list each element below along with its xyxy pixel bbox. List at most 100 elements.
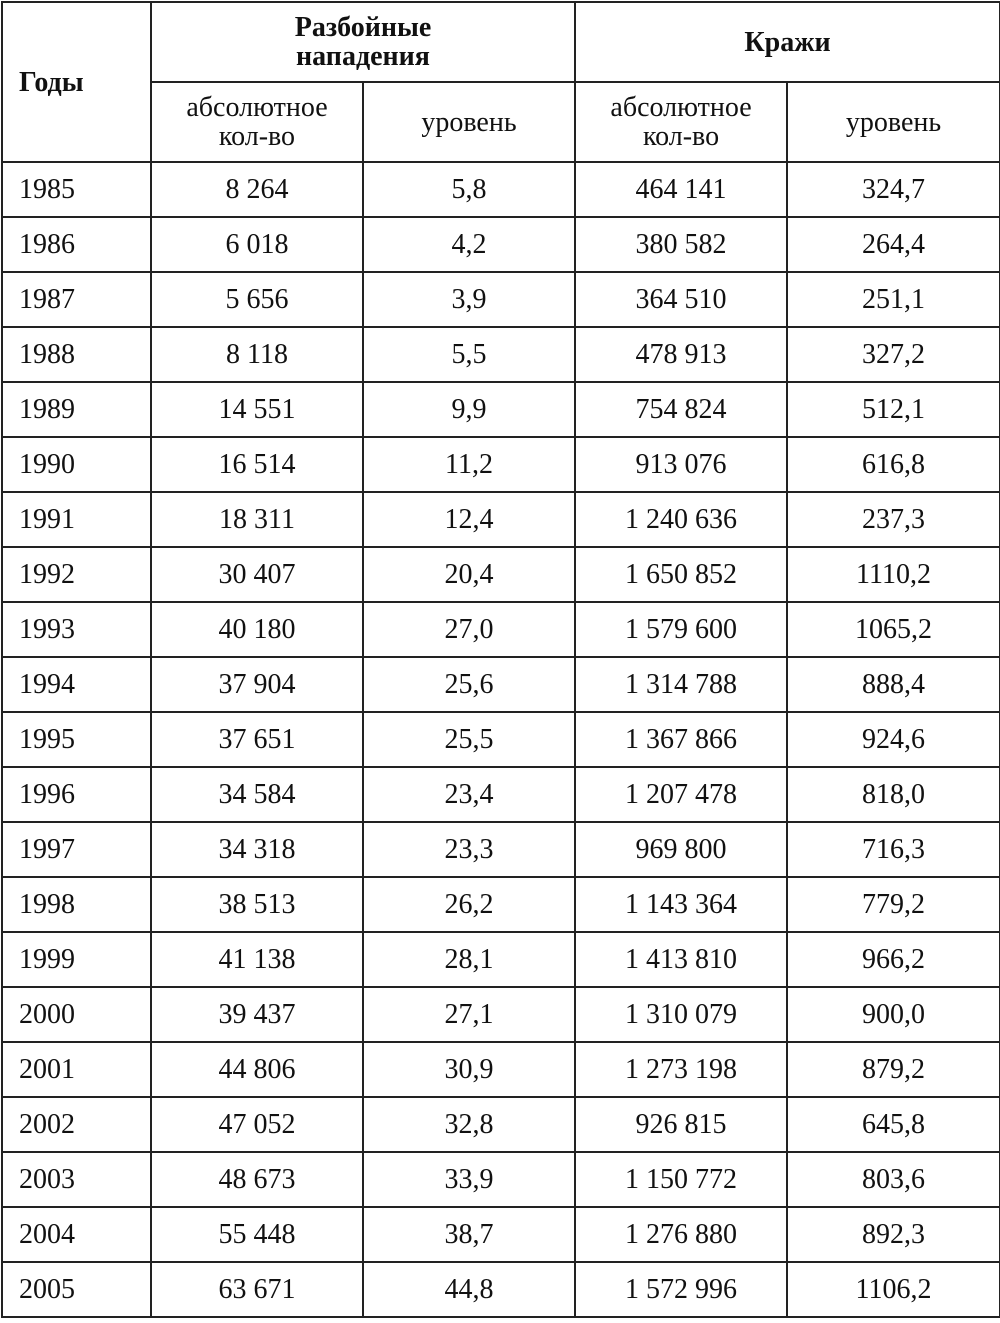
value-cell: 38 513 [150, 876, 364, 933]
subheader: уровень [361, 81, 577, 163]
year-cell: 1989 [1, 381, 152, 438]
value-cell: 63 671 [150, 1261, 364, 1318]
subheader-line: абсолютное [186, 92, 328, 123]
value-cell: 18 311 [150, 491, 364, 548]
table-row: 1987 5 656 3,9 364 510 251,1 [1, 271, 1000, 328]
year-cell: 1985 [1, 161, 152, 218]
value-cell: 14 551 [150, 381, 364, 438]
value-cell: 26,2 [361, 876, 577, 933]
value-cell: 892,3 [786, 1206, 1000, 1263]
value-cell: 478 913 [574, 326, 789, 383]
subheader-line: уровень [421, 106, 517, 138]
value-cell: 1 276 880 [574, 1206, 789, 1263]
year-cell: 1993 [1, 601, 152, 658]
value-cell: 44,8 [361, 1261, 577, 1318]
subheader-line: уровень [845, 106, 942, 138]
year-cell: 1998 [1, 876, 152, 933]
table-row: 1992 30 407 20,4 1 650 852 1110,2 [1, 546, 1000, 603]
table-row: 2002 47 052 32,8 926 815 645,8 [1, 1096, 1000, 1153]
year-cell: 1986 [1, 216, 152, 273]
year-cell: 1994 [1, 656, 152, 713]
value-cell: 5,5 [361, 326, 577, 383]
value-cell: 34 584 [150, 766, 364, 823]
value-cell: 754 824 [574, 381, 789, 438]
value-cell: 34 318 [150, 821, 364, 878]
value-cell: 251,1 [786, 271, 1000, 328]
value-cell: 616,8 [786, 436, 1000, 493]
value-cell: 324,7 [786, 161, 1000, 218]
value-cell: 1065,2 [786, 601, 1000, 658]
table-row: 1985 8 264 5,8 464 141 324,7 [1, 161, 1000, 218]
value-cell: 645,8 [786, 1096, 1000, 1153]
value-cell: 1110,2 [786, 546, 1000, 603]
value-cell: 380 582 [574, 216, 789, 273]
value-cell: 33,9 [361, 1151, 577, 1208]
year-cell: 2000 [1, 986, 152, 1043]
value-cell: 55 448 [150, 1206, 364, 1263]
theft-header: Кражи [574, 1, 1000, 83]
value-cell: 28,1 [361, 931, 577, 988]
value-cell: 926 815 [574, 1096, 789, 1153]
year-cell: 2004 [1, 1206, 152, 1263]
table-row: 1988 8 118 5,5 478 913 327,2 [1, 326, 1000, 383]
value-cell: 1 240 636 [574, 491, 789, 548]
year-cell: 2005 [1, 1261, 152, 1318]
subheader: уровень [786, 81, 1000, 163]
header-line: Разбойные [294, 12, 432, 43]
value-cell: 30 407 [150, 546, 364, 603]
value-cell: 25,5 [361, 711, 577, 768]
value-cell: 27,1 [361, 986, 577, 1043]
table-row: 1990 16 514 11,2 913 076 616,8 [1, 436, 1000, 493]
table-row: 1997 34 318 23,3 969 800 716,3 [1, 821, 1000, 878]
value-cell: 44 806 [150, 1041, 364, 1098]
value-cell: 41 138 [150, 931, 364, 988]
subheader-line: абсолютное [610, 92, 752, 123]
table-row: 1998 38 513 26,2 1 143 364 779,2 [1, 876, 1000, 933]
value-cell: 716,3 [786, 821, 1000, 878]
table-row: 1999 41 138 28,1 1 413 810 966,2 [1, 931, 1000, 988]
value-cell: 8 118 [150, 326, 364, 383]
value-cell: 879,2 [786, 1041, 1000, 1098]
year-cell: 1996 [1, 766, 152, 823]
value-cell: 5,8 [361, 161, 577, 218]
header-line: нападения [296, 41, 430, 72]
year-cell: 1997 [1, 821, 152, 878]
value-cell: 3,9 [361, 271, 577, 328]
value-cell: 1 579 600 [574, 601, 789, 658]
value-cell: 464 141 [574, 161, 789, 218]
value-cell: 1 150 772 [574, 1151, 789, 1208]
year-cell: 1995 [1, 711, 152, 768]
years-header: Годы [1, 1, 152, 163]
value-cell: 803,6 [786, 1151, 1000, 1208]
value-cell: 1 310 079 [574, 986, 789, 1043]
table-header: Годы Разбойные нападения Кражи абсолютное… [1, 1, 1000, 163]
value-cell: 1 650 852 [574, 546, 789, 603]
value-cell: 327,2 [786, 326, 1000, 383]
year-cell: 1992 [1, 546, 152, 603]
table-row: 1991 18 311 12,4 1 240 636 237,3 [1, 491, 1000, 548]
table-body: 1985 8 264 5,8 464 141 324,7 1986 6 018 4,2 380 … [1, 161, 1000, 1318]
value-cell: 1 143 364 [574, 876, 789, 933]
value-cell: 9,9 [361, 381, 577, 438]
value-cell: 924,6 [786, 711, 1000, 768]
value-cell: 47 052 [150, 1096, 364, 1153]
value-cell: 37 651 [150, 711, 364, 768]
table-row: 2003 48 673 33,9 1 150 772 803,6 [1, 1151, 1000, 1208]
value-cell: 16 514 [150, 436, 364, 493]
year-cell: 1990 [1, 436, 152, 493]
value-cell: 1 207 478 [574, 766, 789, 823]
value-cell: 364 510 [574, 271, 789, 328]
value-cell: 4,2 [361, 216, 577, 273]
value-cell: 1 314 788 [574, 656, 789, 713]
value-cell: 20,4 [361, 546, 577, 603]
value-cell: 30,9 [361, 1041, 577, 1098]
table-row: 1993 40 180 27,0 1 579 600 1065,2 [1, 601, 1000, 658]
value-cell: 6 018 [150, 216, 364, 273]
robbery-header: Разбойные нападения [149, 1, 577, 83]
value-cell: 48 673 [150, 1151, 364, 1208]
subheader-line: кол-во [218, 121, 296, 152]
value-cell: 23,4 [361, 766, 577, 823]
value-cell: 37 904 [150, 656, 364, 713]
